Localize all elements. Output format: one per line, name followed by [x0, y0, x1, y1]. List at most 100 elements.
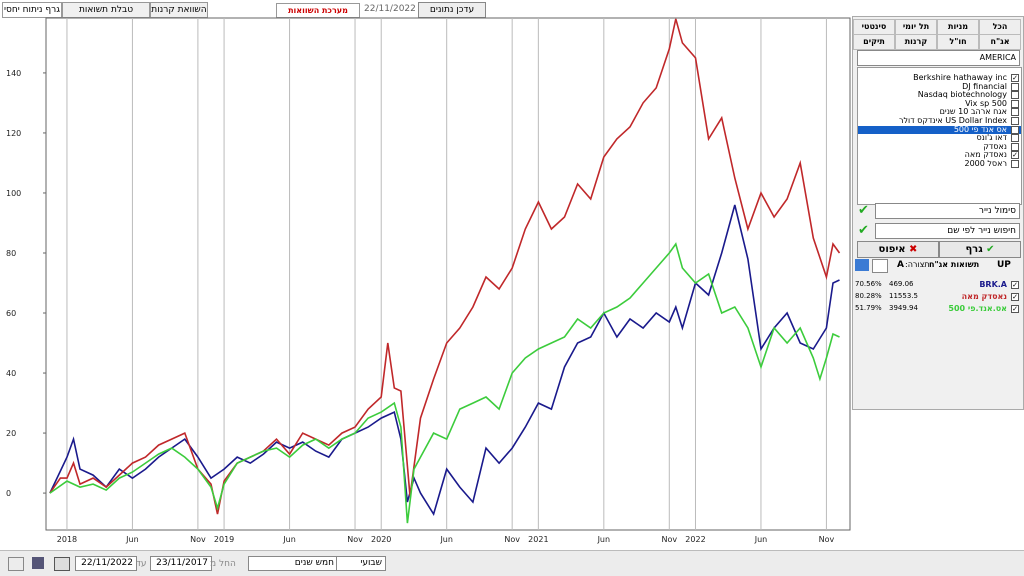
y-tick-label: 60 [6, 309, 16, 318]
price: 469.06 [889, 280, 914, 288]
legend-entry: BRK.A [979, 280, 1007, 289]
to-date[interactable]: 22/11/2022 [75, 556, 137, 571]
from-date[interactable]: 23/11/2017 [150, 556, 212, 571]
x-tick-label: Nov [661, 535, 677, 544]
config-label: תצורה: [905, 260, 930, 269]
panel-tab[interactable]: תיקים [853, 34, 895, 50]
reset-button[interactable]: ✖ איפוס [857, 241, 939, 258]
list-item[interactable]: DJ financial [858, 81, 1021, 92]
from-label: החל מ [210, 559, 236, 569]
checkbox: ✓ [1011, 151, 1019, 160]
x-tick-label: 2018 [57, 535, 77, 544]
list-item[interactable]: Nasdaq biotechnology [858, 90, 1021, 100]
panel-tab[interactable]: חו"ל [937, 34, 979, 50]
list-item[interactable]: US Dollar Index אינדקס דולר [858, 115, 1021, 126]
checkbox [1011, 82, 1019, 91]
up-button[interactable]: UP [997, 260, 1011, 270]
region-select[interactable]: AMERICA [857, 50, 1020, 66]
panel-tab[interactable]: סינטטי [853, 19, 895, 35]
checkbox: ✓ [1011, 74, 1019, 82]
save-button[interactable] [32, 557, 44, 569]
icon: ✔ [982, 244, 995, 255]
panel-tab[interactable]: תל יומי [895, 19, 937, 35]
print-button[interactable] [54, 557, 70, 571]
x-tick-label: Nov [347, 535, 363, 544]
interval-select[interactable]: שבועי [336, 556, 386, 571]
list-item[interactable]: אס אנד פי 500 ✓ [858, 124, 1021, 135]
checkbox [1011, 108, 1019, 117]
search-field[interactable]: חיפוש נייר לפי שם [875, 223, 1020, 239]
list-item[interactable]: נאסדק מאה ✓ [858, 151, 1021, 160]
side-panel: הכל מניות תל יומי סינטטי אג"ח חו"ל קרנות תיקים … [852, 16, 1024, 410]
list-item[interactable]: אגח ארהב 10 שנים [858, 108, 1021, 117]
series-line [49, 242, 840, 524]
tab[interactable]: גרף ניתוח יחסי [2, 2, 62, 18]
panel-tab[interactable]: קרנות [895, 34, 937, 50]
toolbar: 22/11/2022 עד 23/11/2017 החל מ חמש שנים … [0, 550, 1024, 576]
item-label: נאסדק [983, 141, 1007, 151]
list-item[interactable]: Vix sp 500 [858, 98, 1021, 109]
confirm-icon[interactable]: ✔ [858, 223, 869, 238]
checkbox [1011, 99, 1019, 108]
symbol-field[interactable]: סימול נייר [875, 203, 1020, 219]
legend-row: 70.56% 469.06 BRK.A ✓ [855, 279, 1021, 290]
checkbox: ✓ [1011, 125, 1019, 134]
graph-label: גרף [965, 244, 983, 255]
icon-button[interactable] [872, 259, 888, 273]
confirm-icon[interactable]: ✔ [858, 203, 869, 218]
y-tick-label: 80 [6, 249, 16, 258]
item-label: Nasdaq biotechnology [917, 90, 1007, 100]
reset-label: איפוס [878, 244, 906, 255]
item-label: אס אנד פי 500 [953, 124, 1007, 134]
x-tick-label: Jun [439, 535, 453, 544]
return: 51.79% [855, 304, 882, 312]
legend-row: 51.79% 3949.94 אס.אנד.פי 500 ✓ [855, 303, 1021, 314]
panel-tab[interactable]: מניות [937, 19, 979, 35]
panel-tab[interactable]: אג"ח [979, 34, 1021, 50]
item-label: דאו ג'ונס [976, 133, 1007, 143]
item-label: ראסל 2000 [964, 158, 1007, 168]
legend-entry: נאסדק מאה [961, 292, 1007, 301]
checkbox [1011, 116, 1019, 125]
checkbox: ✓ [1011, 305, 1019, 313]
y-tick-label: 20 [6, 429, 16, 438]
config-value[interactable]: A [897, 260, 904, 270]
item-label: US Dollar Index אינדקס דולר [898, 115, 1007, 125]
checkbox: ✓ [1011, 281, 1019, 289]
x-tick-label: Jun [125, 535, 139, 544]
legend-entry: אס.אנד.פי 500 [948, 304, 1007, 313]
price: 11553.5 [889, 292, 918, 300]
list-item[interactable]: דאו ג'ונס [858, 133, 1021, 143]
series-line [49, 204, 840, 517]
x-tick-label: Nov [819, 535, 835, 544]
panel-tab[interactable]: הכל [979, 19, 1021, 35]
item-label: DJ financial [962, 81, 1007, 91]
plot-area [45, 17, 851, 531]
checkbox [1011, 159, 1019, 168]
item-label: Berkshire hathaway inc [913, 73, 1007, 82]
graph-button[interactable]: ✔ גרף [939, 241, 1021, 258]
y-tick-label: 120 [6, 129, 21, 138]
price: 3949.94 [889, 304, 918, 312]
x-tick-label: Jun [282, 535, 296, 544]
list-item[interactable]: Berkshire hathaway inc ✓ [858, 73, 1021, 83]
return: 80.28% [855, 292, 882, 300]
item-label: Vix sp 500 [965, 98, 1007, 108]
x-tick-label: 2022 [685, 535, 705, 544]
item-label: אגח ארהב 10 שנים [939, 107, 1007, 117]
y-tick-label: 0 [6, 489, 11, 498]
icon-button[interactable] [855, 259, 869, 271]
checkbox: ✓ [1011, 293, 1019, 301]
y-tick-label: 40 [6, 369, 16, 378]
y-tick-label: 140 [6, 69, 21, 78]
list-item[interactable]: נאסדק [858, 141, 1021, 152]
icon-button[interactable] [8, 557, 24, 571]
x-tick-label: 2019 [214, 535, 234, 544]
x-tick-label: Nov [190, 535, 206, 544]
y-tick-label: 100 [6, 189, 21, 198]
period-select[interactable]: חמש שנים [248, 556, 338, 571]
list-item[interactable]: ראסל 2000 [858, 158, 1021, 169]
checkbox [1011, 142, 1019, 151]
item-label: נאסדק מאה [964, 150, 1007, 160]
